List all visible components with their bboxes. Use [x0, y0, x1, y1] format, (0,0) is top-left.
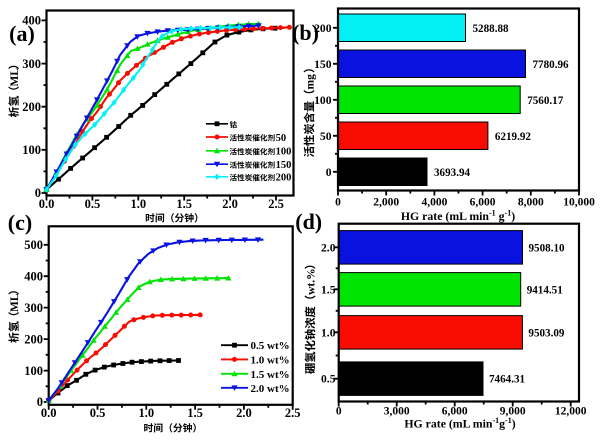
svg-text:wt.%: wt.%: [305, 268, 317, 295]
svg-text:0: 0: [335, 197, 341, 209]
svg-text:1.5 wt%: 1.5 wt%: [251, 369, 290, 381]
svg-text:200: 200: [22, 100, 41, 114]
svg-text:9,000: 9,000: [500, 406, 526, 418]
svg-text:6,000: 6,000: [442, 406, 468, 418]
svg-text:200: 200: [24, 332, 43, 346]
svg-text:500: 500: [24, 238, 43, 252]
svg-text:200: 200: [276, 173, 292, 184]
svg-text:(a): (a): [9, 21, 35, 46]
svg-text:1.5: 1.5: [321, 283, 336, 296]
svg-text:100: 100: [276, 147, 292, 158]
svg-text:2,000: 2,000: [373, 197, 399, 209]
svg-text:3693.94: 3693.94: [434, 167, 471, 179]
svg-text:0.5: 0.5: [85, 197, 101, 211]
svg-text:5288.88: 5288.88: [473, 23, 510, 35]
svg-text:400: 400: [22, 14, 41, 28]
svg-text:12,000: 12,000: [555, 406, 587, 418]
svg-text:ML: ML: [9, 293, 21, 312]
svg-text:2.0: 2.0: [321, 241, 336, 254]
svg-text:0.5: 0.5: [90, 406, 106, 420]
svg-text:50: 50: [320, 130, 332, 143]
svg-text:0: 0: [326, 166, 332, 179]
svg-text:1.5: 1.5: [176, 197, 192, 211]
svg-text:1.0 wt%: 1.0 wt%: [251, 354, 290, 366]
svg-text:(b): (b): [292, 20, 319, 45]
svg-text:9503.09: 9503.09: [528, 327, 565, 339]
svg-text:200: 200: [314, 22, 332, 35]
svg-text:6219.92: 6219.92: [495, 131, 532, 143]
svg-text:100: 100: [314, 94, 332, 107]
svg-text:1.0: 1.0: [321, 326, 336, 339]
svg-text:10,000: 10,000: [563, 197, 595, 209]
svg-text:(c): (c): [8, 210, 32, 235]
svg-text:0: 0: [35, 186, 41, 200]
svg-text:300: 300: [22, 57, 41, 71]
svg-text:0: 0: [37, 395, 43, 409]
svg-text:1.5: 1.5: [187, 406, 203, 420]
svg-text:1.0: 1.0: [130, 197, 146, 211]
svg-text:4,000: 4,000: [421, 197, 447, 209]
svg-text:150: 150: [276, 160, 292, 171]
svg-text:ML: ML: [9, 68, 21, 87]
svg-text:400: 400: [24, 269, 43, 283]
svg-text:HG rate (mL min-1g-1): HG rate (mL min-1g-1): [404, 416, 515, 431]
svg-text:100: 100: [22, 143, 41, 157]
svg-text:0.5 wt%: 0.5 wt%: [251, 340, 290, 352]
svg-text:2.0 wt%: 2.0 wt%: [251, 383, 290, 395]
svg-text:100: 100: [24, 364, 43, 378]
svg-text:0.0: 0.0: [41, 406, 57, 420]
svg-text:2.0: 2.0: [222, 197, 238, 211]
svg-text:7464.31: 7464.31: [489, 374, 525, 386]
svg-text:150: 150: [314, 58, 332, 71]
svg-text:mg: mg: [304, 74, 316, 90]
svg-text:7780.96: 7780.96: [533, 59, 570, 71]
svg-text:2.5: 2.5: [285, 406, 301, 420]
svg-text:HG rate (mL min-1 g-1): HG rate (mL min-1 g-1): [401, 209, 515, 224]
svg-text:3,000: 3,000: [384, 406, 410, 418]
svg-text:(d): (d): [295, 209, 322, 234]
svg-text:7560.17: 7560.17: [527, 95, 564, 107]
svg-text:8,000: 8,000: [518, 197, 544, 209]
svg-text:2.0: 2.0: [236, 406, 252, 420]
svg-text:50: 50: [276, 133, 287, 144]
svg-text:9414.51: 9414.51: [527, 284, 563, 296]
svg-text:1.0: 1.0: [138, 406, 154, 420]
svg-text:2.5: 2.5: [268, 197, 284, 211]
svg-text:0.5: 0.5: [321, 373, 336, 386]
svg-text:9508.10: 9508.10: [529, 242, 566, 254]
svg-text:6,000: 6,000: [470, 197, 496, 209]
svg-text:300: 300: [24, 301, 43, 315]
svg-text:0.0: 0.0: [39, 197, 55, 211]
svg-text:0: 0: [336, 406, 342, 418]
